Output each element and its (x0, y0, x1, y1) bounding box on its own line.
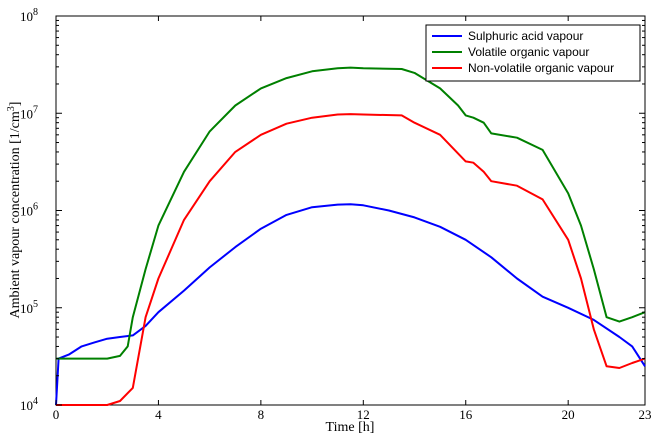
series-line-2 (56, 66, 646, 360)
y-tick-label: 107 (20, 104, 38, 121)
y-tick-label: 104 (20, 396, 38, 413)
legend: Sulphuric acid vapour Volatile organic va… (425, 24, 641, 82)
x-axis-label: Time [h] (326, 420, 375, 435)
y-tick-label: 108 (20, 7, 38, 24)
y-axis-label-close: ] (8, 102, 23, 107)
y-axis-label: Ambient vapour concentration [1/cm3] (6, 102, 23, 319)
series-line-1 (55, 203, 646, 406)
x-tick-label: 0 (53, 407, 60, 422)
legend-label-3: Non-volatile organic vapour (468, 61, 614, 75)
legend-label-2: Volatile organic vapour (468, 45, 589, 59)
series-layer (55, 66, 646, 406)
series-line-3 (56, 113, 646, 406)
legend-label-1: Sulphuric acid vapour (468, 29, 583, 43)
y-axis-label-main: Ambient vapour concentration [1/cm (8, 111, 23, 318)
x-tick-label: 12 (357, 407, 370, 422)
x-tick-label: 16 (459, 407, 473, 422)
y-tick-label: 106 (20, 202, 38, 219)
y-tick-label: 105 (20, 299, 38, 316)
y-axis-label-exp: 3 (6, 106, 17, 111)
ticks-layer: 0 4 8 12 16 20 23 104 105 106 107 108 (20, 7, 651, 422)
x-tick-label: 23 (639, 407, 651, 422)
x-tick-label: 20 (562, 407, 575, 422)
x-tick-label: 8 (258, 407, 265, 422)
x-tick-label: 4 (155, 407, 162, 422)
